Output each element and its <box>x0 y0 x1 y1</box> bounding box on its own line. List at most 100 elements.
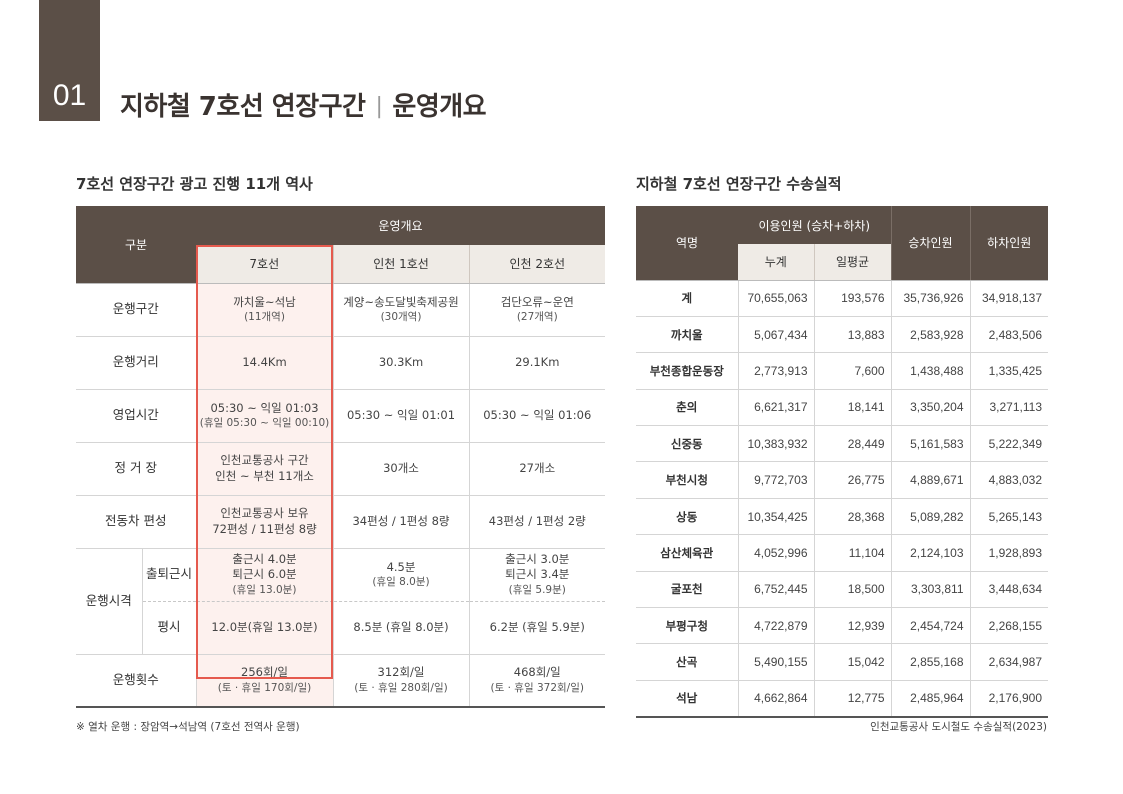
left-table-title: 7호선 연장구간 광고 진행 11개 역사 <box>76 175 313 193</box>
cell-sub: (토 · 휴일 280회/일) <box>354 681 448 694</box>
cell: 3,271,113 <box>969 388 1048 426</box>
cell: 5,067,434 <box>737 315 814 353</box>
cell: 29.1Km <box>468 335 606 389</box>
row-label: 전동차 편성 <box>76 494 196 548</box>
cell: 5,089,282 <box>890 497 970 535</box>
cell: 5,490,155 <box>737 643 814 681</box>
cell: 5,161,583 <box>890 425 970 462</box>
table-row: 상동 10,354,425 28,368 5,089,282 5,265,143 <box>636 497 1048 535</box>
cell: 4,889,671 <box>890 461 970 499</box>
station-name: 부천종합운동장 <box>636 352 738 390</box>
cell: 30개소 <box>332 441 469 495</box>
cell-main: 312회/일 <box>377 665 425 680</box>
cell-line: 퇴근시 3.4분 <box>505 567 570 582</box>
header-boarding: 승차인원 <box>890 206 970 281</box>
station-name: 상동 <box>636 497 738 535</box>
cell: 13,883 <box>813 315 891 353</box>
cell-line: 출근시 4.0분 <box>232 551 297 566</box>
header-total: 누계 <box>738 244 814 281</box>
cell-line: 퇴근시 6.0분 <box>232 567 297 582</box>
cell: 12.0분(휴일 13.0분) <box>195 600 333 654</box>
cell-main: 05:30 ~ 익일 01:03 <box>210 400 319 415</box>
cell: 3,350,204 <box>890 388 970 426</box>
cell: 4,722,879 <box>737 607 814 644</box>
station-name: 석남 <box>636 679 738 719</box>
cell: 6,752,445 <box>737 570 814 608</box>
station-name: 부평구청 <box>636 607 738 644</box>
cell: 3,303,811 <box>890 570 970 608</box>
page-title: 지하철 7호선 연장구간 | 운영개요 <box>120 86 487 123</box>
title-separator: | <box>375 94 383 119</box>
header-incheon2: 인천 2호선 <box>468 245 606 284</box>
cell-sub: (11개역) <box>244 311 285 324</box>
table-row: 굴포천 6,752,445 18,500 3,303,811 3,448,634 <box>636 570 1048 608</box>
cell: 11,104 <box>813 534 891 572</box>
right-table-title: 지하철 7호선 연장구간 수송실적 <box>636 175 842 193</box>
row-label: 운행구간 <box>76 282 196 336</box>
footnote: ※ 열차 운행 : 장암역→석남역 (7호선 전역사 운행) <box>76 721 300 733</box>
operation-overview-table: 구분 운영개요 7호선 인천 1호선 인천 2호선 운행구간 까치울~석남 (11… <box>76 206 606 708</box>
cell: 7,600 <box>813 352 891 390</box>
cell: 8.5분 (휴일 8.0분) <box>332 600 469 654</box>
table-row: 삼산체육관 4,052,996 11,104 2,124,103 1,928,893 <box>636 534 1048 572</box>
cell: 12,775 <box>813 679 891 719</box>
cell: 1,335,425 <box>969 352 1048 390</box>
table-row: 운행시격 출퇴근시 출근시 4.0분 퇴근시 6.0분 (휴일 13.0분) 4.5… <box>76 547 606 654</box>
source-note: 인천교통공사 도시철도 수송실적(2023) <box>870 721 1047 733</box>
cell: 2,454,724 <box>890 607 970 644</box>
cell: 18,141 <box>813 388 891 426</box>
cell: 05:30 ~ 익일 01:01 <box>332 388 469 442</box>
cell: 4,883,032 <box>969 461 1048 499</box>
ridership-table: 역명 이용인원 (승차+하차) 승차인원 하차인원 누계 일평균 계 70,655… <box>636 206 1048 719</box>
cell: 2,124,103 <box>890 534 970 572</box>
station-name: 부천시청 <box>636 461 738 499</box>
cell: 05:30 ~ 익일 01:06 <box>468 388 606 442</box>
station-name: 춘의 <box>636 388 738 426</box>
title-main: 지하철 7호선 연장구간 <box>120 92 366 122</box>
table-row: 신중동 10,383,932 28,449 5,161,583 5,222,349 <box>636 425 1048 462</box>
cell-main: 4.5분 <box>386 559 416 574</box>
row-label: 운행거리 <box>76 335 196 389</box>
cell: 14.4Km <box>195 335 333 389</box>
cell-main: 까치울~석남 <box>233 294 296 309</box>
station-name: 삼산체육관 <box>636 534 738 572</box>
cell: 4,052,996 <box>737 534 814 572</box>
cell-line: 인천 ~ 부천 11개소 <box>215 468 314 483</box>
table-row: 정 거 장 인천교통공사 구간 인천 ~ 부천 11개소 30개소 27개소 <box>76 441 606 495</box>
cell: 2,268,155 <box>969 607 1048 644</box>
cell: 15,042 <box>813 643 891 681</box>
cell-sub: (휴일 5.9분) <box>508 583 566 596</box>
table-row: 부평구청 4,722,879 12,939 2,454,724 2,268,155 <box>636 607 1048 644</box>
cell: 6,621,317 <box>737 388 814 426</box>
table-row: 영업시간 05:30 ~ 익일 01:03 (휴일 05:30 ~ 익일 00:1… <box>76 388 606 442</box>
cell-sub: (30개역) <box>380 311 422 324</box>
header-category: 구분 <box>76 206 196 284</box>
table-row: 계 70,655,063 193,576 35,736,926 34,918,137 <box>636 279 1048 317</box>
station-name: 산곡 <box>636 643 738 681</box>
cell: 70,655,063 <box>737 279 814 317</box>
row-sublabel: 평시 <box>141 600 196 654</box>
cell: 9,772,703 <box>737 461 814 499</box>
cell-sub: (휴일 13.0분) <box>232 583 297 596</box>
cell: 6.2분 (휴일 5.9분) <box>468 600 606 654</box>
row-label: 영업시간 <box>76 388 196 442</box>
cell: 18,500 <box>813 570 891 608</box>
cell: 34편성 / 1편성 8량 <box>332 494 469 548</box>
station-name: 계 <box>636 279 738 317</box>
table-row: 부천종합운동장 2,773,913 7,600 1,438,488 1,335,425 <box>636 352 1048 390</box>
header-group: 운영개요 <box>196 206 606 245</box>
cell: 5,265,143 <box>969 497 1048 535</box>
section-number: 01 <box>39 0 100 121</box>
cell: 1,438,488 <box>890 352 970 390</box>
cell: 28,368 <box>813 497 891 535</box>
cell-main: 468회/일 <box>513 665 561 680</box>
cell: 10,383,932 <box>737 425 814 462</box>
header-station: 역명 <box>636 206 738 281</box>
table-row: 산곡 5,490,155 15,042 2,855,168 2,634,987 <box>636 643 1048 681</box>
cell: 43편성 / 1편성 2량 <box>468 494 606 548</box>
cell: 2,483,506 <box>969 315 1048 353</box>
cell: 12,939 <box>813 607 891 644</box>
table-row: 까치울 5,067,434 13,883 2,583,928 2,483,506 <box>636 315 1048 353</box>
table-row: 춘의 6,621,317 18,141 3,350,204 3,271,113 <box>636 388 1048 426</box>
cell-line: 72편성 / 11편성 8량 <box>212 521 317 536</box>
